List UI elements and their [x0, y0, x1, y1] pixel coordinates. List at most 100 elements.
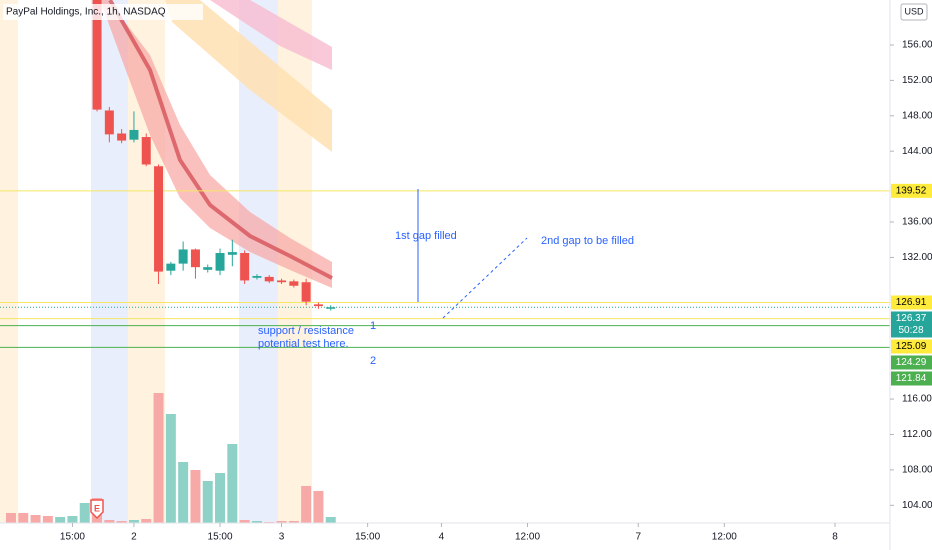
annotation: 1: [370, 320, 376, 332]
x-tick-label: 7: [635, 532, 641, 543]
annotation: 1st gap filled: [395, 230, 457, 242]
volume-bar: [178, 462, 189, 523]
volume-bar: [325, 517, 336, 523]
candle-body: [326, 307, 336, 309]
volume-bar: [55, 517, 66, 523]
annotation: support / resistance: [258, 325, 354, 337]
volume-bar: [276, 521, 287, 523]
session-band: [0, 0, 18, 523]
y-tick-label: 144.00: [902, 146, 932, 157]
ema-line: [108, 0, 333, 280]
volume-bar: [116, 521, 127, 523]
volume-bar: [215, 473, 226, 523]
price-label: 126.37: [896, 313, 927, 324]
candle-body: [129, 129, 139, 140]
x-tick-label: 12:00: [515, 532, 540, 543]
volume-bar: [165, 414, 176, 523]
y-tick-label: 136.00: [902, 217, 932, 228]
candle-body: [141, 137, 151, 165]
volume-bar: [202, 481, 213, 523]
chart-title: PayPal Holdings, Inc., 1h, NASDAQ: [6, 7, 166, 18]
candles: [92, 0, 336, 311]
annotation: 2: [370, 355, 376, 367]
volume-bar: [141, 519, 152, 523]
x-tick-label: 3: [279, 532, 285, 543]
candle-body: [178, 249, 188, 264]
candle-body: [154, 166, 164, 272]
price-label: 126.91: [896, 297, 927, 308]
candle-body: [289, 281, 299, 286]
y-tick-label: 156.00: [902, 40, 932, 51]
y-tick-label: 132.00: [902, 252, 932, 263]
indicator-bands: [100, 0, 333, 288]
svg-text:E: E: [94, 503, 100, 513]
candle-body: [313, 304, 323, 307]
price-label-bg: [891, 355, 932, 370]
volume-bar: [104, 520, 115, 523]
annotation: potential test here.: [258, 338, 349, 350]
x-tick-label: 15:00: [60, 532, 85, 543]
levels: [0, 190, 890, 348]
volume-bar: [288, 521, 299, 523]
price-label: 125.09: [896, 341, 927, 352]
volume-bar: [153, 393, 164, 523]
candle-body: [252, 276, 262, 278]
volume-bar: [190, 470, 201, 523]
candle-body: [301, 282, 311, 302]
volume-bar: [18, 513, 29, 523]
price-label: 50:28: [898, 325, 923, 336]
currency-box[interactable]: [900, 3, 928, 21]
pink-band: [210, 0, 332, 70]
price-label-bg: [891, 339, 932, 354]
x-tick-label: 2: [131, 532, 137, 543]
volume-bar: [301, 486, 312, 523]
currency: USD: [904, 6, 924, 16]
candle-body: [104, 110, 114, 135]
price-label-bg: [891, 311, 932, 338]
candle-body: [203, 267, 213, 270]
price-label: 124.29: [896, 357, 927, 368]
price-label-bg: [891, 371, 932, 386]
candle-body: [215, 253, 225, 271]
gap-dashed-line: [442, 237, 528, 319]
ema-band: [100, 0, 332, 288]
volume-bar: [239, 520, 250, 523]
annotation: 2nd gap to be filled: [541, 235, 634, 247]
volume-bar: [251, 521, 262, 523]
x-tick-label: 8: [832, 532, 838, 543]
volume: [5, 393, 336, 523]
y-tick-label: 112.00: [902, 429, 932, 440]
price-label-bg: [891, 295, 932, 310]
axes: 156.00 152.00 148.00 144.00 136.00 132.00 116.…: [60, 40, 932, 543]
volume-bar: [79, 503, 90, 523]
y-tick-label: 108.00: [902, 465, 932, 476]
candle-body: [166, 263, 176, 271]
volume-bar: [5, 513, 16, 523]
y-tick-label: 148.00: [902, 110, 932, 121]
candle-body: [117, 133, 127, 141]
volume-bar: [42, 516, 53, 523]
x-tick-label: 12:00: [712, 532, 737, 543]
y-tick-label: 104.00: [902, 500, 932, 511]
candle-body: [277, 280, 287, 283]
volume-bar: [313, 491, 324, 523]
volume-bar: [227, 444, 238, 523]
volume-bar: [67, 516, 78, 523]
candle-body: [190, 249, 200, 268]
volume-bar: [128, 520, 139, 523]
price-label: 121.84: [896, 373, 927, 384]
price-label-bg: [891, 183, 932, 198]
candle-body: [92, 0, 102, 110]
candle-body: [240, 253, 250, 281]
x-tick-label: 4: [439, 532, 445, 543]
candle-body: [227, 252, 237, 255]
x-tick-label: 15:00: [355, 532, 380, 543]
title-bg: [3, 4, 203, 20]
y-tick-label: 152.00: [902, 75, 932, 86]
volume-bar: [30, 515, 41, 523]
price-label: 139.52: [896, 185, 927, 196]
candle-body: [264, 276, 274, 282]
y-tick-label: 116.00: [902, 394, 932, 405]
earnings-icon: E: [90, 499, 104, 520]
